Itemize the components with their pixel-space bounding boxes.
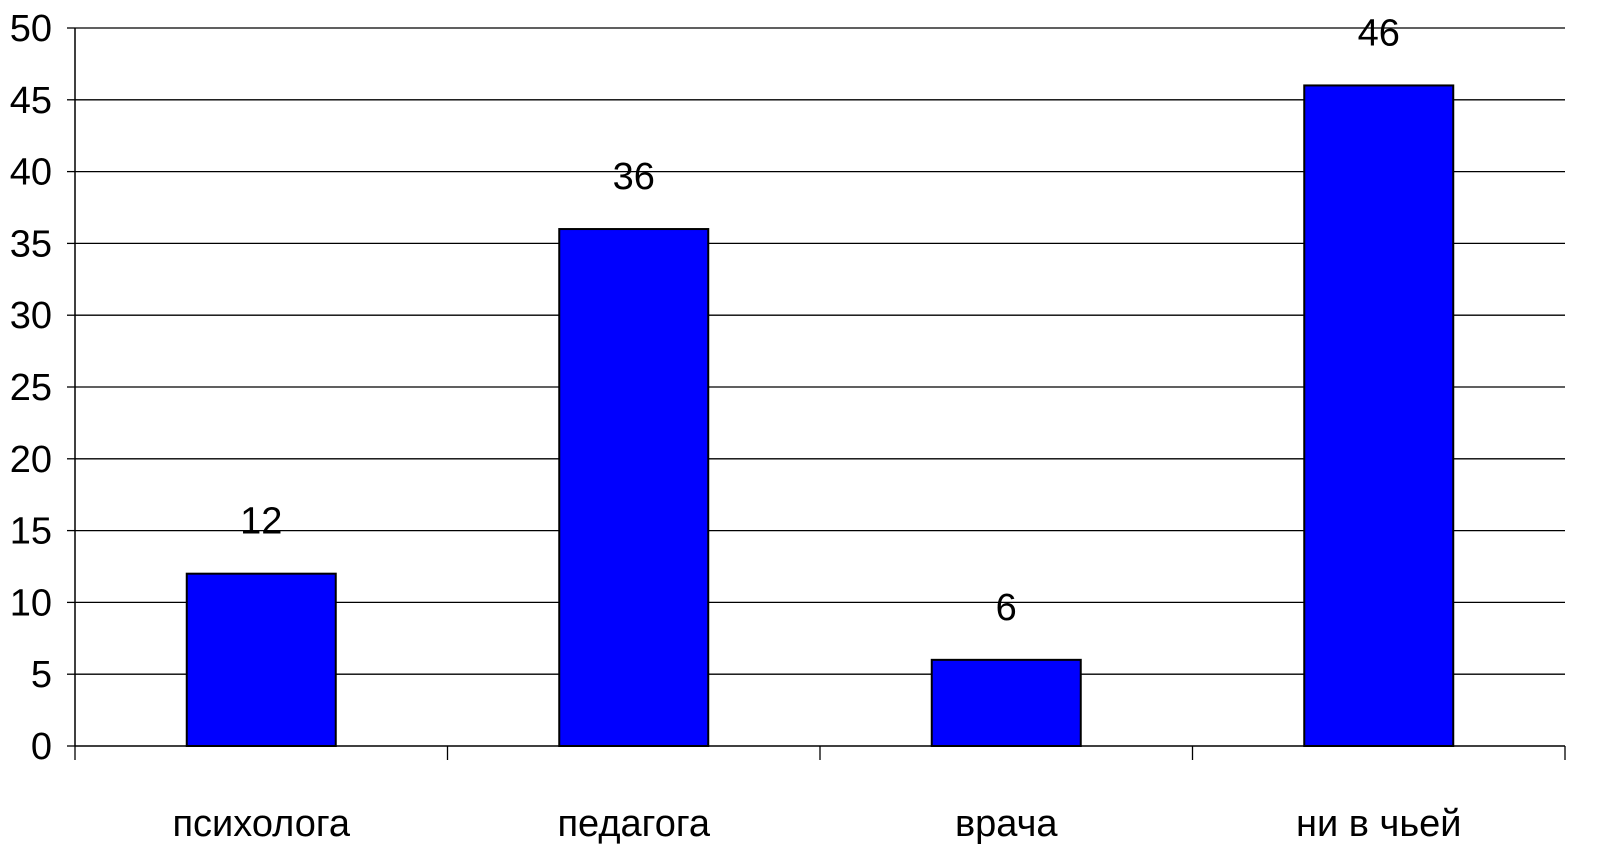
y-axis: 0 5 10 15 20 25 30 35 40 45 50 [10,8,76,768]
category-label-1: педагога [557,803,710,845]
data-label-2: 6 [996,587,1017,629]
data-label-3: 46 [1358,12,1400,54]
y-tick-label: 5 [31,654,52,696]
y-tick-label: 50 [10,8,52,50]
y-tick-label: 20 [10,439,52,481]
bars [185,84,1455,748]
data-label-0: 12 [240,501,282,543]
bar-3 [1303,84,1455,747]
y-tick-label: 15 [10,511,52,553]
data-labels: 12 36 6 46 [240,12,1400,628]
y-tick-label: 0 [31,726,52,768]
bar-1 [558,228,710,748]
data-label-1: 36 [613,156,655,198]
x-axis: психолога педагога врача ни в чьей [74,745,1566,845]
y-tick-label: 35 [10,223,52,265]
y-tick-label: 25 [10,367,52,409]
category-label-3: ни в чьей [1296,803,1461,845]
category-label-0: психолога [172,803,350,845]
bar-0 [185,572,337,747]
y-tick-label: 40 [10,152,52,194]
y-tick-label: 30 [10,295,52,337]
y-tick-label: 10 [10,582,52,624]
category-label-2: врача [955,803,1058,845]
bar-2 [930,658,1082,748]
y-tick-label: 45 [10,80,52,122]
